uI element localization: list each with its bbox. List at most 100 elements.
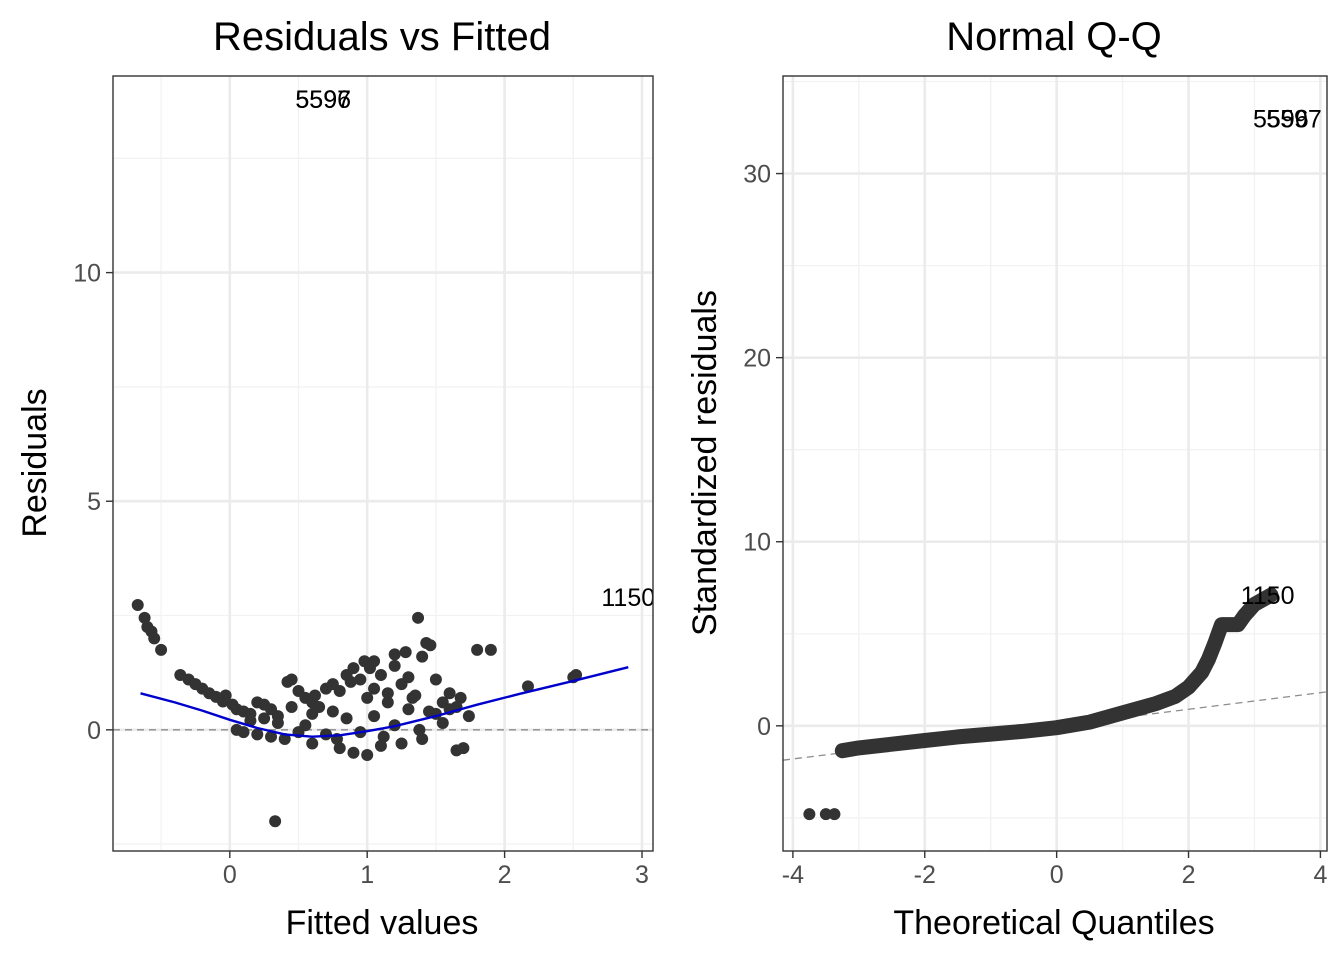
data-point <box>412 611 425 624</box>
data-point <box>521 680 534 693</box>
data-point <box>344 675 357 688</box>
data-point <box>155 643 168 656</box>
residuals-axis-title: Residuals <box>16 388 54 537</box>
x-tick-label: -4 <box>782 861 804 889</box>
data-point <box>819 808 832 821</box>
point-label: 5596 <box>1253 105 1309 133</box>
data-point <box>269 815 282 828</box>
data-point <box>803 808 816 821</box>
data-point <box>258 712 271 725</box>
data-point <box>230 723 243 736</box>
x-tick-label: 1 <box>360 861 374 889</box>
data-point <box>471 643 484 656</box>
x-tick-label: 0 <box>1050 861 1064 889</box>
data-point <box>388 648 401 661</box>
data-point <box>308 689 321 702</box>
data-point <box>570 668 583 681</box>
residuals-vs-fitted-gridlines <box>113 76 653 851</box>
data-point <box>402 671 415 684</box>
data-point <box>374 739 387 752</box>
data-point <box>395 737 408 750</box>
point-label: 5597 <box>1266 105 1322 133</box>
residuals-points <box>131 599 583 828</box>
residuals-vs-fitted-plot-area <box>113 76 653 851</box>
data-point <box>368 682 381 695</box>
residuals-vs-fitted-panel-border <box>112 75 654 852</box>
data-point <box>278 732 291 745</box>
data-point <box>306 737 319 750</box>
data-point <box>413 723 426 736</box>
data-point <box>399 646 412 659</box>
point-label: 5596 <box>295 86 351 114</box>
y-tick-label: 30 <box>743 161 771 189</box>
data-point <box>828 808 841 821</box>
data-point <box>265 730 278 743</box>
data-point <box>148 632 161 645</box>
point-label: 5597 <box>295 86 351 114</box>
data-point <box>462 710 475 723</box>
data-point <box>138 611 151 624</box>
data-point <box>429 673 442 686</box>
y-tick-label: 10 <box>73 260 101 288</box>
normal-qq-axis-ticks: -4 -2 0 2 4 0 10 20 30 <box>743 161 1327 889</box>
data-point <box>377 730 390 743</box>
fitted-values-axis-title: Fitted values <box>286 904 479 942</box>
data-point <box>457 742 470 755</box>
normal-qq-panel-border <box>782 75 1328 852</box>
data-point <box>319 728 332 741</box>
data-point <box>333 742 346 755</box>
data-point <box>131 599 144 612</box>
data-point <box>340 712 353 725</box>
y-tick-label: 5 <box>87 488 101 516</box>
data-point <box>244 714 257 727</box>
residuals-smooth-line <box>140 666 629 738</box>
x-tick-label: 4 <box>1313 861 1327 889</box>
point-label: 1150 <box>601 584 655 612</box>
data-point <box>416 732 429 745</box>
data-point <box>285 673 298 686</box>
data-point <box>219 689 232 702</box>
data-point <box>251 728 264 741</box>
data-point <box>306 707 319 720</box>
y-tick-label: 0 <box>87 717 101 745</box>
data-point <box>354 673 367 686</box>
data-point <box>416 650 429 663</box>
y-tick-label: 10 <box>743 529 771 557</box>
data-point <box>347 662 360 675</box>
data-point <box>285 700 298 713</box>
data-point <box>443 687 456 700</box>
theoretical-quantiles-axis-title: Theoretical Quantiles <box>893 904 1214 942</box>
point-label: 1150 <box>1241 582 1295 610</box>
data-point <box>381 696 394 709</box>
data-point <box>409 689 422 702</box>
data-point <box>333 684 346 697</box>
x-tick-label: 3 <box>635 861 649 889</box>
data-point <box>454 691 467 704</box>
data-point <box>368 655 381 668</box>
qq-reference-line <box>783 691 1327 761</box>
qq-points <box>803 587 1279 821</box>
standardized-residuals-axis-title: Standardized residuals <box>686 290 724 636</box>
data-point <box>361 691 374 704</box>
data-point <box>271 716 284 729</box>
x-tick-label: -2 <box>914 861 936 889</box>
reference-line <box>783 691 1327 761</box>
smooth-line <box>140 666 629 738</box>
x-tick-label: 2 <box>1182 861 1196 889</box>
x-tick-label: 0 <box>223 861 237 889</box>
data-point <box>361 748 374 761</box>
y-tick-label: 20 <box>743 345 771 373</box>
x-tick-label: 2 <box>498 861 512 889</box>
y-tick-label: 0 <box>757 713 771 741</box>
data-point <box>326 705 339 718</box>
residuals-vs-fitted-title: Residuals vs Fitted <box>213 15 551 59</box>
data-point <box>436 716 449 729</box>
data-point <box>347 746 360 759</box>
data-point <box>368 710 381 723</box>
normal-qq-gridlines <box>783 76 1327 851</box>
data-point <box>388 659 401 672</box>
